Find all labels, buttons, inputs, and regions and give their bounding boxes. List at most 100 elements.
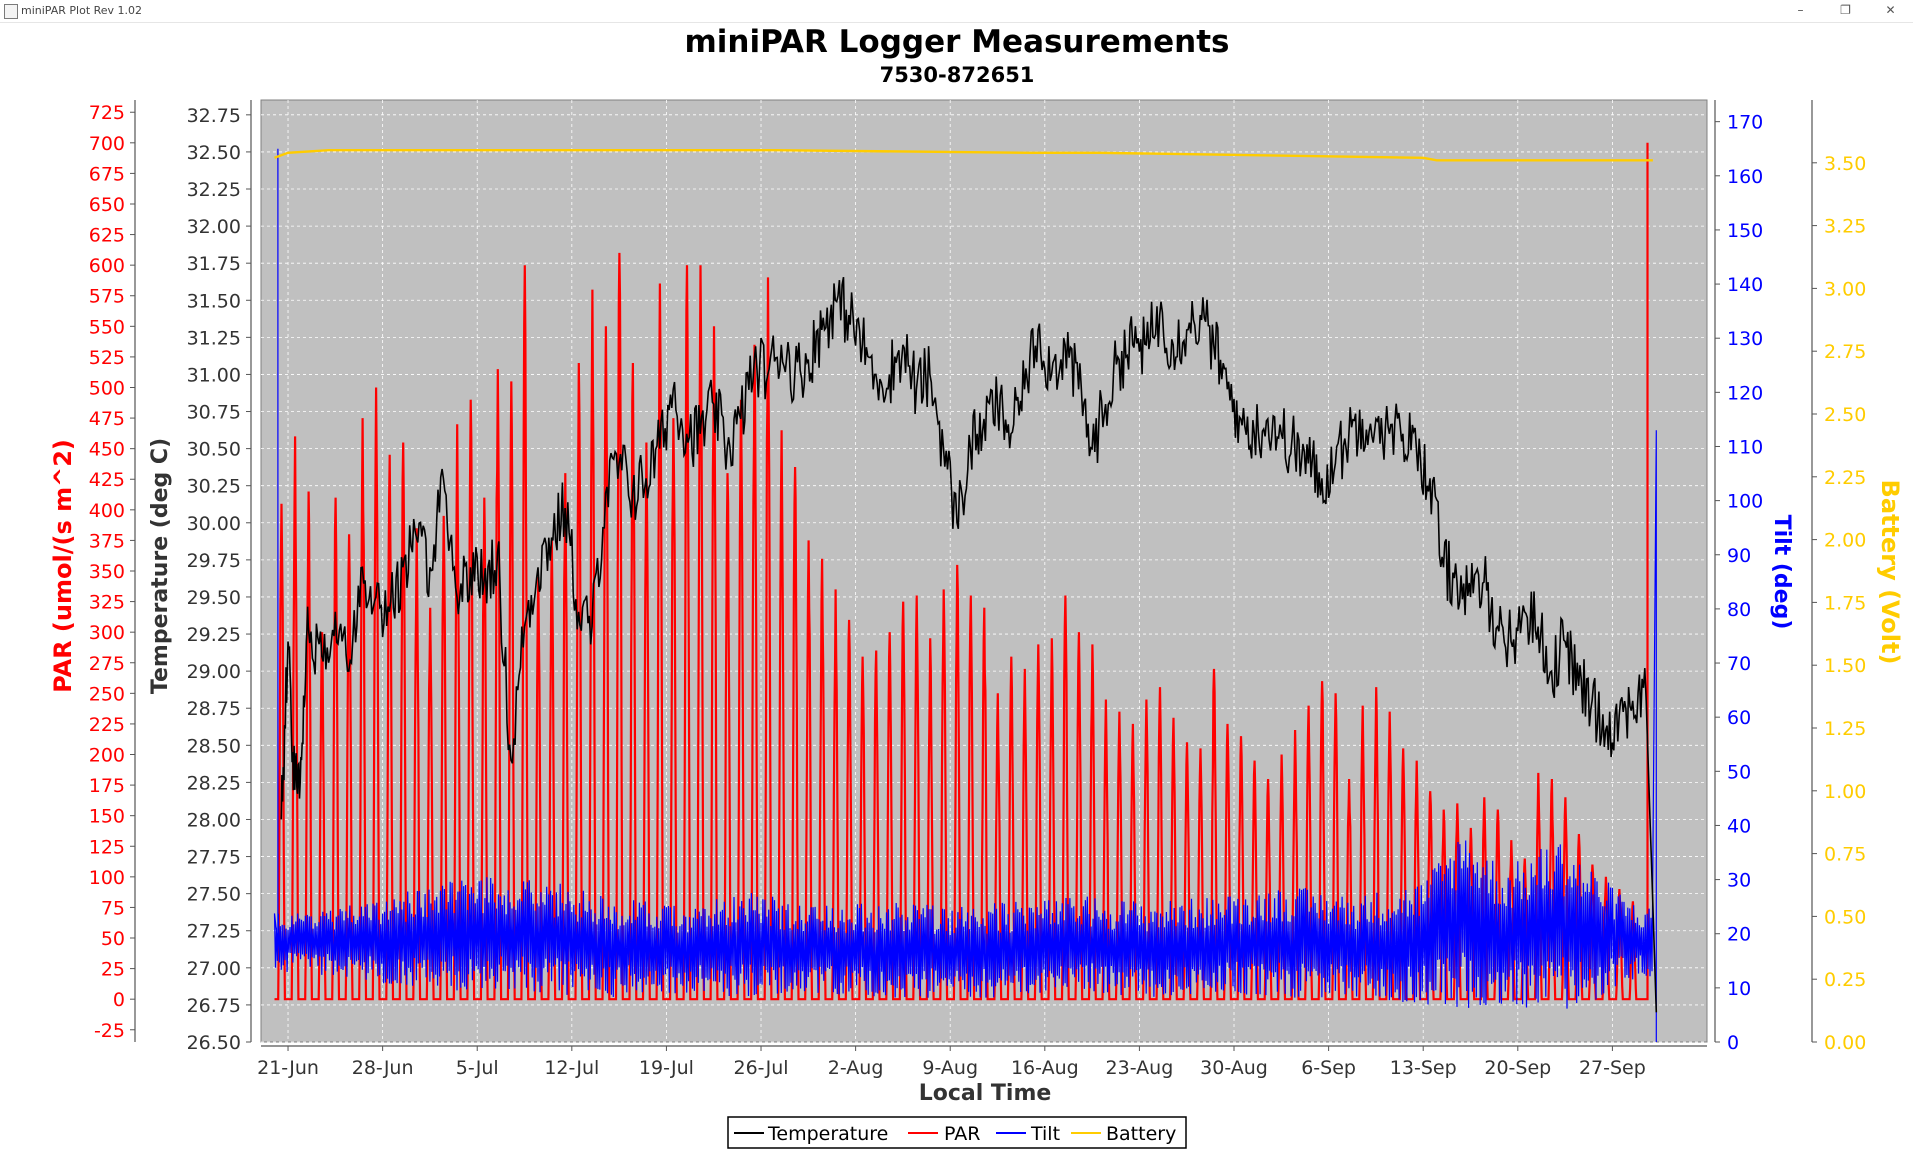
par-tick-label: 650 [89,194,125,216]
temperature-tick-label: 28.00 [187,809,241,831]
x-tick-label: 12-Jul [544,1057,599,1079]
temperature-tick-label: 29.25 [187,624,241,646]
axes-layer: 21-Jun 28-Jun 5-Jul 12-Jul 19-Jul 26-Jul 2-Aug… [89,100,1866,1079]
tilt-tick-label: 40 [1727,815,1751,837]
tilt-tick-label: 30 [1727,870,1751,892]
tilt-axis-label: Tilt (deg) [1769,515,1794,630]
battery-tick-label: 3.00 [1824,278,1866,300]
window-titlebar: miniPAR Plot Rev 1.02 – ❐ ✕ [0,0,1913,23]
par-tick-label: 150 [89,806,125,828]
legend-frame [727,1116,1187,1149]
temperature-tick-label: 32.25 [187,179,241,201]
x-tick-label: 19-Jul [639,1057,694,1079]
battery-tick-label: 0.25 [1824,969,1866,991]
temperature-tick-label: 30.25 [187,476,241,498]
temperature-tick-label: 27.75 [187,847,241,869]
par-tick-label: 50 [101,928,125,950]
tilt-tick-label: 60 [1727,707,1751,729]
tilt-tick-label: 150 [1727,220,1763,242]
par-tick-label: 500 [89,377,125,399]
tilt-tick-label: 10 [1727,978,1751,1000]
tilt-tick-label: 170 [1727,112,1763,134]
x-tick-label: 20-Sep [1484,1057,1551,1079]
par-tick-label: 400 [89,500,125,522]
tilt-tick-label: 70 [1727,653,1751,675]
tilt-tick-label: 140 [1727,274,1763,296]
tilt-tick-label: 90 [1727,545,1751,567]
par-tick-label: 225 [89,714,125,736]
par-tick-label: 675 [89,163,125,185]
par-tick-label: 200 [89,745,125,767]
par-tick-label: -25 [94,1020,125,1042]
battery-tick-label: 3.50 [1824,153,1866,175]
x-tick-label: 6-Sep [1301,1057,1356,1079]
minimize-button[interactable]: – [1797,3,1804,17]
temperature-tick-label: 27.00 [187,958,241,980]
par-tick-label: 600 [89,255,125,277]
plot-grid [261,100,1707,1043]
battery-tick-label: 2.50 [1824,404,1866,426]
par-tick-label: 75 [101,897,125,919]
par-tick-label: 175 [89,775,125,797]
tilt-tick-label: 100 [1727,491,1763,513]
battery-tick-label: 0.75 [1824,844,1866,866]
temperature-tick-label: 31.50 [187,290,241,312]
par-axis-label: PAR (umol/(s m^2) [49,439,77,693]
temperature-tick-label: 29.00 [187,661,241,683]
temperature-tick-label: 31.25 [187,327,241,349]
par-tick-label: 525 [89,347,125,369]
temperature-tick-label: 29.50 [187,587,241,609]
legend: Temperature PAR Tilt Battery [727,1116,1187,1149]
par-tick-label: 700 [89,133,125,155]
temperature-tick-label: 31.75 [187,253,241,275]
battery-tick-label: 1.50 [1824,655,1866,677]
chart-title: miniPAR Logger Measurements [685,24,1230,60]
par-tick-label: 350 [89,561,125,583]
par-tick-label: 375 [89,530,125,552]
close-button[interactable]: ✕ [1885,3,1896,17]
tilt-tick-label: 160 [1727,166,1763,188]
temperature-tick-label: 27.25 [187,921,241,943]
battery-tick-label: 3.25 [1824,216,1866,238]
x-axis-label: Local Time [919,1081,1052,1106]
x-tick-label: 30-Aug [1200,1057,1268,1079]
temperature-axis-label: Temperature (deg C) [148,438,173,694]
x-tick-label: 2-Aug [828,1057,884,1079]
par-tick-label: 550 [89,316,125,338]
par-tick-label: 250 [89,683,125,705]
temperature-tick-label: 29.75 [187,550,241,572]
legend-label-par: PAR [944,1123,980,1145]
restore-button[interactable]: ❐ [1840,3,1851,17]
tilt-tick-label: 110 [1727,436,1763,458]
java-app-icon [4,4,18,19]
par-tick-label: 725 [89,102,125,124]
battery-tick-label: 1.00 [1824,781,1866,803]
battery-tick-label: 2.75 [1824,341,1866,363]
x-tick-label: 13-Sep [1390,1057,1457,1079]
x-tick-label: 23-Aug [1106,1057,1174,1079]
temperature-line [280,277,1658,1013]
temperature-tick-label: 31.00 [187,364,241,386]
tilt-tick-label: 50 [1727,761,1751,783]
temperature-tick-label: 30.50 [187,439,241,461]
temperature-tick-label: 26.50 [187,1032,241,1054]
series-layer [273,142,1658,1042]
battery-tick-label: 1.75 [1824,592,1866,614]
par-tick-label: 575 [89,286,125,308]
battery-tick-label: 0.50 [1824,906,1866,928]
temperature-tick-label: 32.00 [187,216,241,238]
x-tick-label: 28-Jun [352,1057,414,1079]
temperature-tick-label: 30.75 [187,402,241,424]
chart-subtitle: 7530-872651 [880,63,1035,87]
par-tick-label: 475 [89,408,125,430]
temperature-tick-label: 30.00 [187,513,241,535]
legend-label-temperature: Temperature [767,1123,888,1145]
par-tick-label: 425 [89,469,125,491]
par-tick-label: 450 [89,439,125,461]
x-tick-label: 26-Jul [734,1057,789,1079]
battery-tick-label: 0.00 [1824,1032,1866,1054]
temperature-tick-label: 28.50 [187,735,241,757]
battery-tick-label: 2.25 [1824,467,1866,489]
legend-label-battery: Battery [1106,1123,1176,1145]
par-tick-label: 25 [101,959,125,981]
